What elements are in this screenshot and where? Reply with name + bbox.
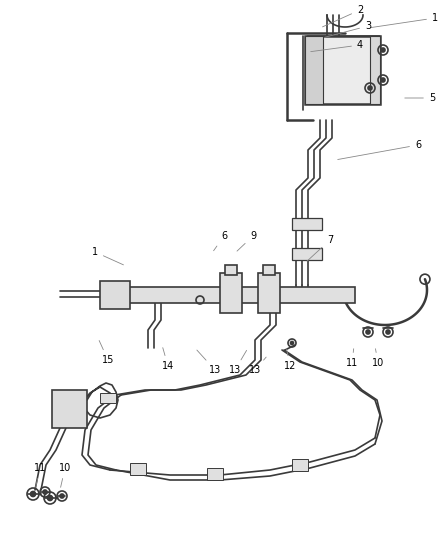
Text: 10: 10 [59, 463, 71, 487]
Text: 14: 14 [162, 348, 174, 371]
Text: 11: 11 [34, 463, 46, 487]
Text: 11: 11 [346, 349, 358, 368]
Text: 5: 5 [405, 93, 435, 103]
Text: 13: 13 [249, 357, 266, 375]
Bar [207, 468, 223, 480]
Text: 6: 6 [338, 140, 421, 159]
Bar [370, 36, 380, 104]
Bar [292, 248, 322, 260]
Text: 15: 15 [99, 341, 114, 365]
Circle shape [381, 78, 385, 82]
Circle shape [381, 48, 385, 52]
Bar [130, 463, 146, 475]
Text: 10: 10 [372, 349, 384, 368]
Circle shape [386, 330, 390, 334]
Circle shape [31, 491, 35, 497]
Circle shape [60, 494, 64, 498]
Text: 6: 6 [214, 231, 227, 251]
Circle shape [47, 496, 53, 500]
Bar [305, 36, 323, 104]
Circle shape [290, 342, 293, 344]
Bar [292, 459, 308, 471]
Bar [225, 265, 237, 275]
Bar [263, 265, 275, 275]
Bar [258, 273, 280, 313]
Text: 3: 3 [325, 21, 371, 37]
Bar [220, 273, 242, 313]
Text: 9: 9 [237, 231, 256, 251]
Bar [100, 281, 130, 309]
Text: 13: 13 [197, 350, 221, 375]
Text: 12: 12 [284, 349, 296, 371]
Circle shape [366, 330, 370, 334]
Text: 13: 13 [229, 350, 247, 375]
Text: 2: 2 [322, 5, 363, 27]
Text: 1: 1 [92, 247, 124, 265]
Text: 1: 1 [371, 13, 438, 28]
Text: 7: 7 [307, 235, 333, 261]
Circle shape [43, 490, 47, 494]
Bar [125, 287, 355, 303]
Bar [100, 393, 116, 403]
Bar [52, 390, 87, 428]
Circle shape [368, 86, 372, 90]
Bar [305, 36, 380, 104]
Bar [292, 218, 322, 230]
Text: 4: 4 [311, 40, 363, 52]
